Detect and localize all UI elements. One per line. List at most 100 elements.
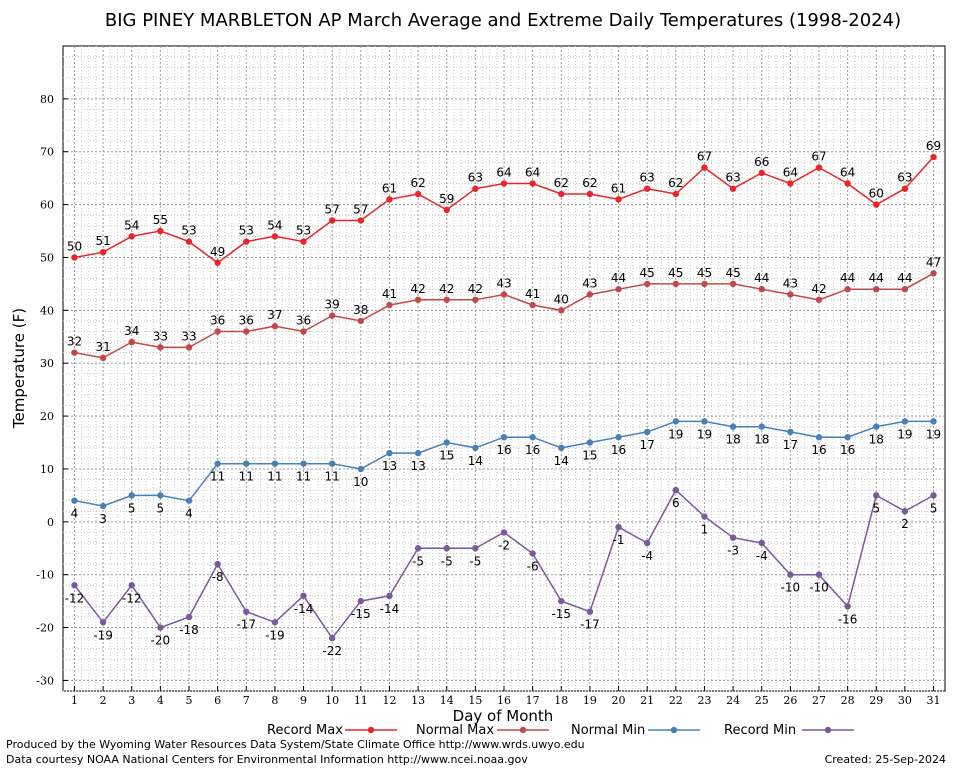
y-axis-label: Temperature (F) [10,308,28,429]
data-label-record-min: -19 [265,628,285,642]
data-point-normal-min [99,502,107,510]
data-label-record-max: 53 [181,224,196,238]
x-tick-label: 31 [927,694,941,707]
data-point-normal-min [328,460,336,467]
x-tick-label: 30 [898,694,912,707]
data-label-record-min: -12 [65,591,85,605]
data-point-normal-min [300,460,307,467]
data-point-normal-max [386,301,393,309]
data-point-normal-min [185,497,193,504]
data-label-record-max: 61 [382,181,397,195]
data-label-record-min: -5 [412,554,424,568]
data-point-normal-max [758,285,765,293]
data-label-record-max: 51 [95,234,110,248]
data-label-normal-max: 41 [382,287,397,301]
legend-marker-record-min [824,726,832,734]
x-tick-label: 14 [440,694,454,707]
data-label-record-max: 50 [67,239,82,253]
data-point-normal-min [901,418,909,425]
data-point-record-min [214,560,221,568]
data-label-record-max: 54 [124,218,139,232]
data-point-normal-min [271,460,279,467]
x-tick-label: 22 [669,694,683,707]
data-point-normal-max [472,296,479,303]
data-point-record-min [99,619,107,626]
data-point-record-min [128,582,135,589]
data-label-record-min: -2 [498,538,510,552]
data-point-record-min [243,608,250,615]
data-label-normal-max: 42 [439,282,454,296]
data-point-record-max [930,153,937,161]
data-label-record-min: -15 [351,607,371,621]
data-label-normal-min: 3 [99,512,107,526]
y-tick-label: 50 [40,251,54,264]
x-tick-label: 1 [71,694,78,707]
data-label-record-max: 61 [611,181,626,195]
data-label-normal-min: 11 [210,470,225,484]
data-label-normal-min: 5 [157,501,165,515]
data-point-record-max [529,180,536,187]
data-point-normal-min [615,434,622,441]
x-tick-label: 21 [640,694,654,707]
y-tick-label: 10 [40,463,54,476]
data-point-normal-min [844,434,851,441]
data-label-normal-min: 11 [296,470,311,484]
data-label-record-max: 64 [525,165,540,179]
x-tick-label: 15 [468,694,482,707]
data-point-normal-max [615,285,622,293]
data-label-normal-min: 19 [926,427,941,441]
data-label-normal-min: 11 [239,470,254,484]
data-label-normal-min: 15 [582,449,597,463]
data-label-normal-min: 17 [640,438,655,452]
data-label-normal-max: 33 [153,329,168,343]
x-tick-label: 5 [186,694,193,707]
data-point-normal-max [128,338,135,346]
data-point-record-min [500,529,508,536]
data-label-record-max: 63 [897,171,912,185]
data-point-normal-min [873,423,880,430]
data-label-record-min: -14 [380,602,400,616]
data-label-normal-min: 18 [869,433,884,447]
data-label-record-min: -10 [781,581,801,595]
data-label-record-max: 57 [353,202,368,216]
data-point-record-min [185,613,193,621]
data-label-normal-max: 45 [668,266,683,280]
legend-label-normal-max: Normal Max [416,723,494,738]
legend-marker-record-max [367,726,375,734]
x-tick-label: 13 [411,694,425,707]
data-label-record-min: 6 [672,496,680,510]
data-label-normal-max: 44 [869,271,884,285]
data-point-record-min [586,608,594,615]
data-label-record-min: -17 [580,618,600,632]
data-point-record-max [328,217,336,224]
data-point-record-max [586,190,594,198]
legend-label-record-max: Record Max [267,723,343,738]
data-label-record-max: 64 [840,165,855,179]
data-point-normal-min [586,439,594,446]
data-point-record-min [672,486,680,494]
data-point-record-min [357,597,365,605]
data-label-normal-max: 39 [325,298,340,312]
data-point-record-max [844,180,851,187]
data-point-record-max [787,180,794,187]
data-label-record-max: 60 [869,187,884,201]
x-tick-label: 9 [300,694,307,707]
y-tick-label: 20 [40,410,54,423]
data-label-record-min: -8 [212,570,224,584]
data-point-record-min [758,539,765,547]
x-tick-label: 6 [214,694,221,707]
chart-title: BIG PINEY MARBLETON AP March Average and… [105,10,901,31]
data-label-normal-max: 42 [468,282,483,296]
data-label-normal-max: 34 [124,324,139,338]
data-point-normal-max [71,349,78,356]
data-label-record-max: 67 [811,150,826,164]
data-point-normal-max [328,312,336,319]
x-tick-label: 8 [271,694,278,707]
data-label-record-min: -4 [756,549,768,563]
data-point-normal-max [787,291,794,298]
data-point-record-min [529,550,536,557]
data-point-normal-min [243,460,250,467]
data-label-record-min: 5 [930,501,938,515]
data-point-record-max [414,190,422,198]
data-point-record-min [443,545,450,552]
